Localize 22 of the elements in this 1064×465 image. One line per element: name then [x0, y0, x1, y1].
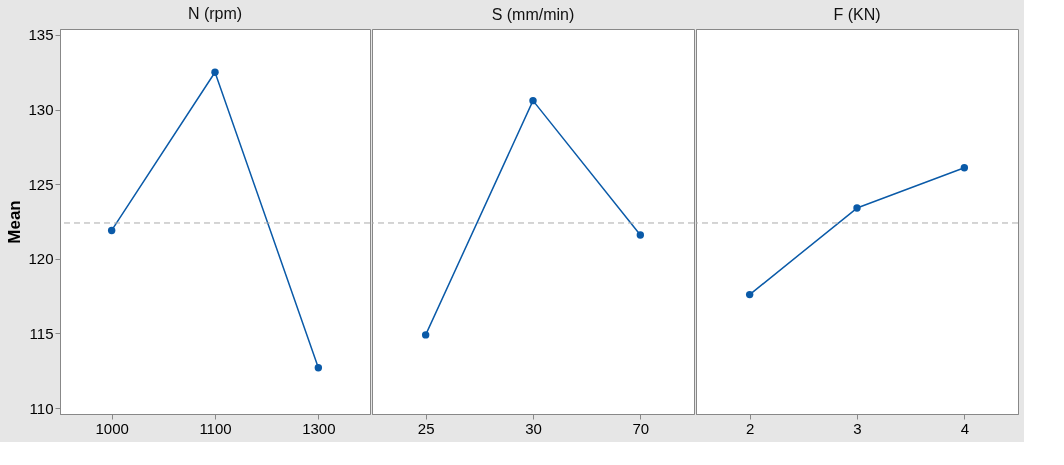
y-tick-label: 120	[28, 250, 54, 268]
y-tick-label: 115	[29, 324, 54, 342]
chart-title: S (mm/min)	[491, 6, 575, 23]
y-tick-label: 110	[29, 399, 54, 417]
x-tick-label: 30	[525, 419, 542, 437]
x-tick-label: 2	[745, 419, 755, 437]
y-tick-label: 130	[28, 101, 54, 119]
y-axis-title: Mean	[5, 200, 25, 244]
x-tick-label: 3	[853, 419, 862, 437]
y-tick-label: 135	[28, 26, 54, 44]
chart-title: N (rpm)	[187, 4, 243, 22]
x-tick-label: 25	[417, 419, 435, 437]
x-tick-label: 4	[960, 419, 970, 437]
point	[211, 68, 219, 76]
x-tick-label: 70	[632, 419, 650, 437]
x-tick-label: 1000	[95, 419, 129, 437]
point	[314, 364, 323, 372]
chart-title: F (KN)	[833, 6, 881, 23]
x-tick-label: 1300	[302, 419, 336, 437]
y-tick-label: 125	[28, 175, 54, 193]
x-tick-label: 1100	[199, 419, 232, 437]
point	[107, 226, 116, 235]
